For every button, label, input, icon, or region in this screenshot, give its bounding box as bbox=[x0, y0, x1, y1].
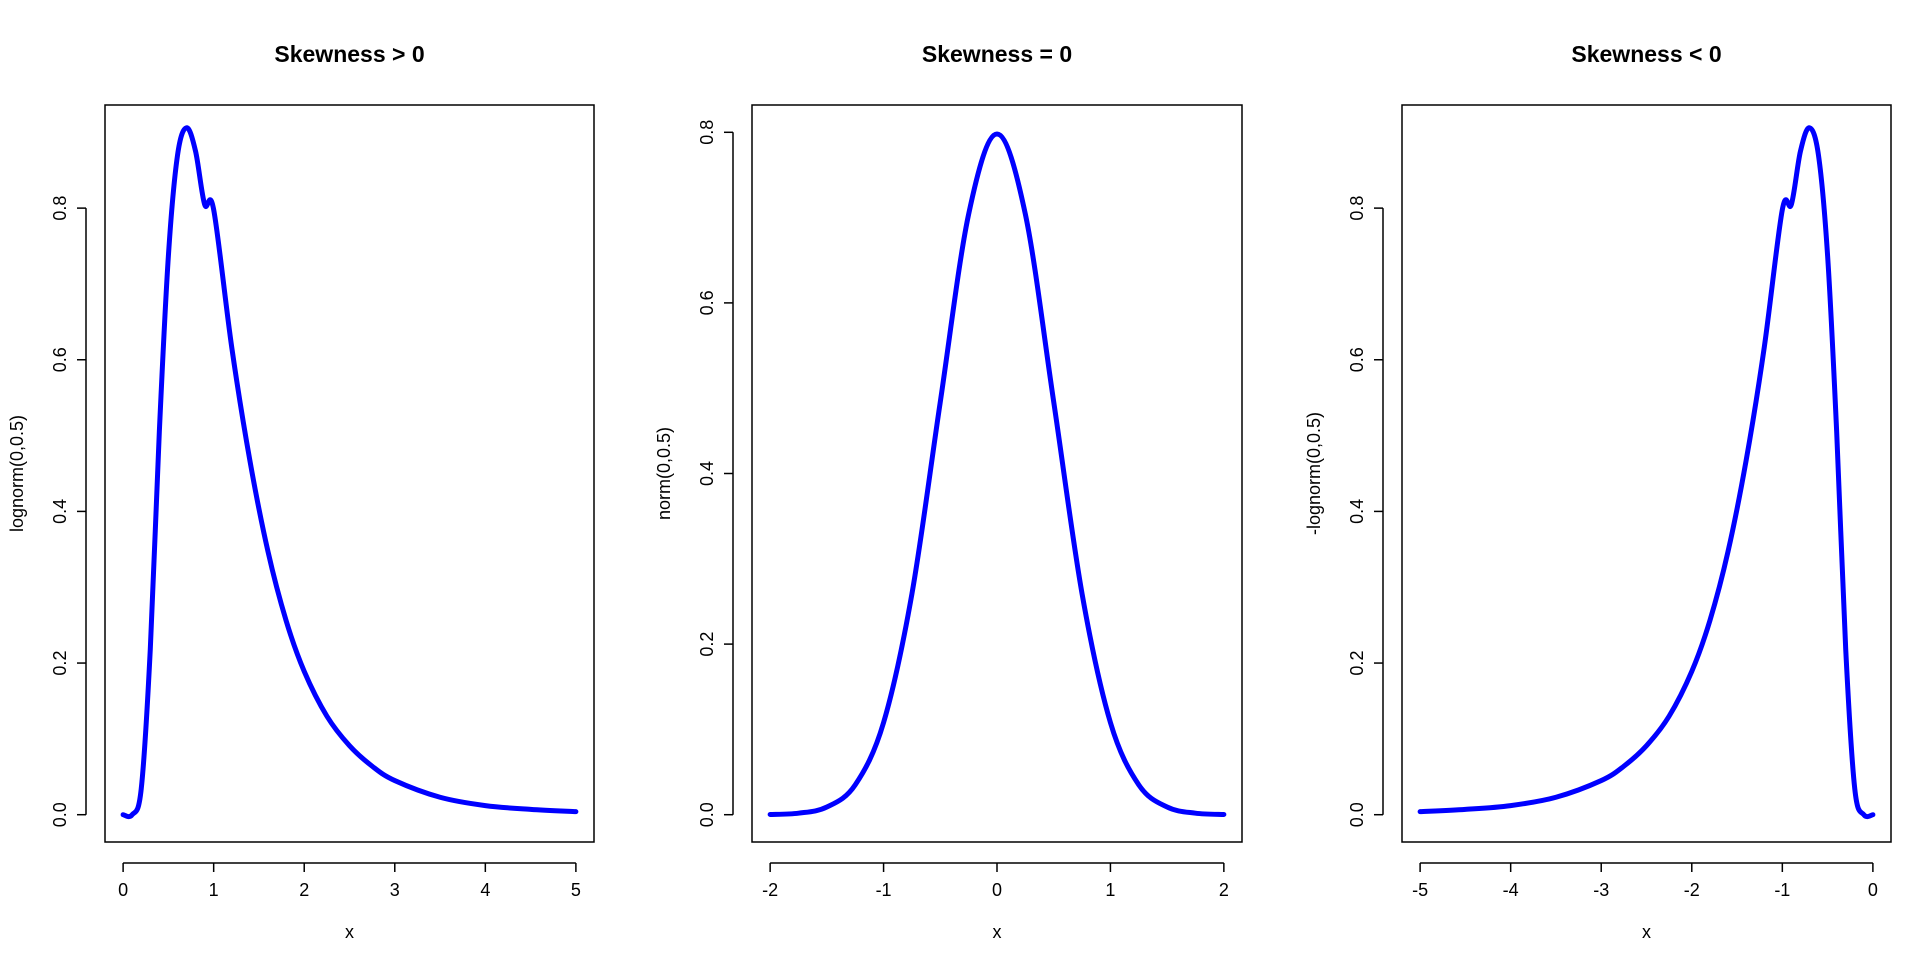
x-tick-label: 1 bbox=[1105, 880, 1115, 900]
panel-negative-skew: Skewness < 0 -5 -4 -3 -2 -1 0 0.0 0.2 0.4 0.6 0.8 x -… bbox=[1304, 41, 1892, 942]
y-tick-label: 0.4 bbox=[1347, 499, 1367, 524]
x-tick-label: 0 bbox=[1868, 880, 1878, 900]
x-tick-label: 2 bbox=[299, 880, 309, 900]
x-axis-label: x bbox=[1642, 922, 1651, 942]
panel-positive-skew: Skewness > 0 0 1 2 3 4 5 0.0 0.2 0.4 0.6 0.8 x lognor… bbox=[7, 41, 595, 942]
density-curve bbox=[1417, 125, 1876, 820]
y-tick-label: 0.2 bbox=[50, 651, 70, 676]
y-tick-label: 0.0 bbox=[50, 802, 70, 827]
density-curve bbox=[767, 131, 1227, 817]
x-tick-label: 4 bbox=[480, 880, 490, 900]
x-tick-label: -2 bbox=[762, 880, 778, 900]
x-tick-label: 0 bbox=[992, 880, 1002, 900]
y-tick-label: 0.4 bbox=[50, 499, 70, 524]
x-tick-label: 2 bbox=[1219, 880, 1229, 900]
chart-title: Skewness > 0 bbox=[274, 41, 424, 67]
x-tick-label: -1 bbox=[1774, 880, 1790, 900]
x-tick-label: -5 bbox=[1412, 880, 1428, 900]
x-tick-label: -4 bbox=[1503, 880, 1519, 900]
y-tick-label: 0.8 bbox=[697, 120, 717, 145]
x-axis-label: x bbox=[345, 922, 354, 942]
y-tick-label: 0.6 bbox=[50, 347, 70, 372]
y-tick-label: 0.8 bbox=[1347, 196, 1367, 221]
x-axis-label: x bbox=[993, 922, 1002, 942]
y-axis-label: lognorm(0,0.5) bbox=[7, 415, 27, 532]
x-tick-label: 5 bbox=[571, 880, 581, 900]
y-axis-label: norm(0,0.5) bbox=[654, 427, 674, 520]
plot-frame bbox=[751, 104, 1243, 843]
y-tick-label: 0.8 bbox=[50, 196, 70, 221]
x-tick-label: -2 bbox=[1684, 880, 1700, 900]
plot-frame bbox=[1401, 104, 1892, 843]
y-axis-label: -lognorm(0,0.5) bbox=[1304, 412, 1324, 535]
x-tick-label: 0 bbox=[118, 880, 128, 900]
x-tick-label: -1 bbox=[876, 880, 892, 900]
chart-title: Skewness = 0 bbox=[922, 41, 1072, 67]
x-tick-label: -3 bbox=[1593, 880, 1609, 900]
chart-title: Skewness < 0 bbox=[1571, 41, 1721, 67]
density-curve bbox=[120, 125, 579, 820]
plot-frame bbox=[104, 104, 595, 843]
y-tick-label: 0.0 bbox=[1347, 802, 1367, 827]
y-tick-label: 0.6 bbox=[697, 290, 717, 315]
y-tick-label: 0.4 bbox=[697, 461, 717, 486]
y-tick-label: 0.6 bbox=[1347, 347, 1367, 372]
panel-zero-skew: Skewness = 0 -2 -1 0 1 2 0.0 0.2 0.4 0.6 0.8 x norm(… bbox=[654, 41, 1243, 942]
y-tick-label: 0.2 bbox=[1347, 651, 1367, 676]
x-tick-label: 1 bbox=[209, 880, 219, 900]
x-tick-label: 3 bbox=[390, 880, 400, 900]
y-tick-label: 0.2 bbox=[697, 632, 717, 657]
y-tick-label: 0.0 bbox=[697, 802, 717, 827]
